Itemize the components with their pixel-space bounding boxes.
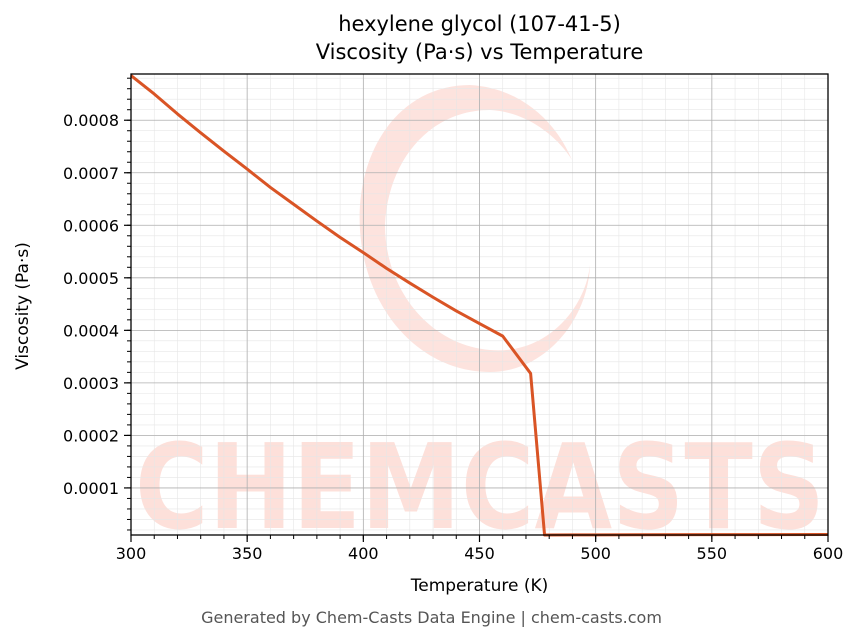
y-tick-label: 0.0006: [63, 216, 119, 235]
y-tick-label: 0.0005: [63, 269, 119, 288]
x-tick-label: 450: [464, 544, 495, 563]
chart-subtitle: Viscosity (Pa·s) vs Temperature: [315, 40, 644, 64]
footer-credit: Generated by Chem-Casts Data Engine | ch…: [201, 608, 662, 627]
chart-title: hexylene glycol (107-41-5): [338, 12, 621, 36]
x-tick-label: 300: [116, 544, 147, 563]
watermark-text: CHEMCASTS: [135, 418, 825, 556]
y-tick-label: 0.0001: [63, 479, 119, 498]
x-tick-label: 500: [580, 544, 611, 563]
y-tick-label: 0.0007: [63, 164, 119, 183]
y-tick-label: 0.0002: [63, 426, 119, 445]
watermark-swirl: [359, 85, 590, 372]
x-tick-label: 600: [813, 544, 844, 563]
y-tick-label: 0.0008: [63, 111, 119, 130]
x-axis-label: Temperature (K): [410, 576, 549, 596]
y-axis: 0.0001 0.0002 0.0003 0.0004 0.0005 0.0006 0.00…: [63, 77, 131, 531]
y-tick-label: 0.0004: [63, 321, 119, 340]
watermark-logo: CHEMCASTS: [135, 85, 825, 556]
y-tick-label: 0.0003: [63, 374, 119, 393]
x-axis: 300 350 400 450 500 550 600: [116, 535, 844, 563]
x-tick-label: 550: [697, 544, 728, 563]
y-axis-label: Viscosity (Pa·s): [13, 242, 33, 370]
x-tick-label: 350: [232, 544, 263, 563]
x-tick-label: 400: [348, 544, 379, 563]
